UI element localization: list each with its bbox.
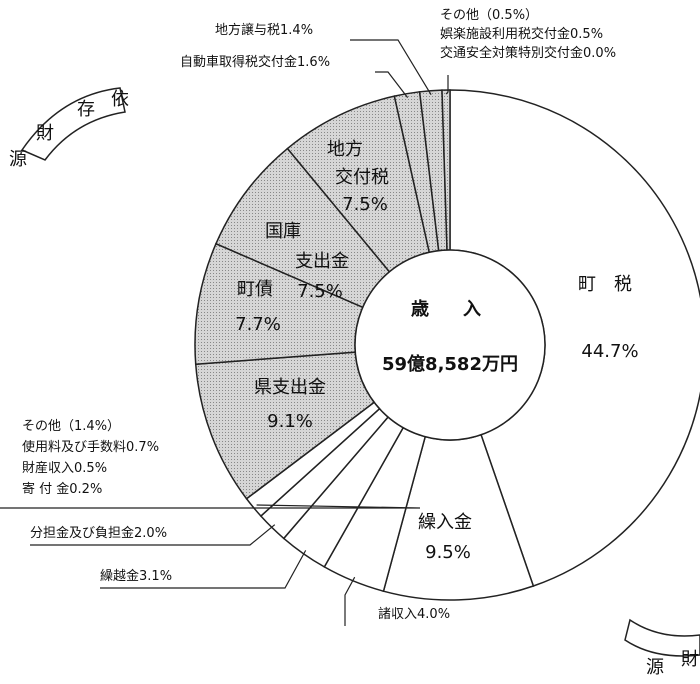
center-total: 59億8,582万円 [382, 353, 518, 375]
segment-outside-label: 地方譲与税1.4% [215, 22, 313, 38]
segment-label: 交付税 [335, 167, 389, 188]
segment-value: 7.5% [297, 281, 343, 302]
leader-line [375, 71, 409, 98]
leader-line [0, 504, 421, 509]
segment-label: 町債 [237, 279, 273, 300]
group-name: その他 [440, 8, 479, 23]
segment-value: 2.0% [134, 526, 167, 541]
segment-label: 県支出金 [254, 377, 326, 398]
arc-label-char: 財 [36, 123, 54, 144]
breakdown-name: 寄 付 金 [22, 481, 69, 497]
leader-line [30, 524, 276, 546]
center-circle [354, 249, 546, 441]
arc-label-char: 存 [77, 99, 95, 120]
segment-label: 繰入金 [418, 512, 472, 533]
segment-name: 繰越金 [100, 568, 139, 584]
segment-value: 1.6% [297, 55, 330, 70]
segment-value: 7.5% [342, 194, 388, 215]
segment-value: 3.1% [139, 569, 172, 584]
arc-bracket [20, 87, 126, 161]
arc-label-char: 財 [681, 649, 699, 670]
segment-name: 自動車取得税交付金 [180, 54, 297, 70]
breakdown-name: 財産収入 [22, 460, 74, 476]
breakdown-label: 交通安全対策特別交付金0.0% [440, 45, 616, 61]
segment-value: 9.1% [267, 411, 313, 432]
breakdown-label: 寄 付 金0.2% [22, 481, 102, 497]
breakdown-name: 交通安全対策特別交付金 [440, 45, 583, 61]
breakdown-name: 使用料及び手数料 [22, 439, 126, 455]
segment-outside-label: 繰越金3.1% [100, 568, 172, 584]
segment-value: 1.4% [280, 23, 313, 38]
group-name: その他 [22, 419, 61, 434]
group-value: （1.4%） [61, 419, 120, 434]
leader-line [100, 550, 307, 589]
segment-outside-label: 諸収入4.0% [378, 606, 450, 622]
segment-name: 分担金及び負担金 [30, 525, 134, 541]
arc-label-char: 源 [9, 149, 27, 170]
segment-label: 町 税 [578, 274, 632, 295]
group-label: その他（0.5%） [440, 8, 538, 23]
segment-value: 4.0% [417, 607, 450, 622]
breakdown-value: 0.7% [126, 440, 159, 455]
segment-label: 支出金 [295, 251, 349, 272]
arc-label-char: 源 [646, 657, 664, 678]
leader-line [350, 39, 432, 96]
center-title: 歳 入 [411, 299, 489, 320]
leader-line [344, 576, 356, 626]
breakdown-value: 0.2% [69, 482, 102, 497]
segment-value: 44.7% [581, 341, 638, 362]
segment-name: 諸収入 [378, 606, 417, 622]
segment-value: 7.7% [235, 314, 281, 335]
arc-bracket [624, 618, 700, 657]
breakdown-name: 娯楽施設利用税交付金 [440, 26, 570, 42]
segment-name: 地方譲与税 [215, 22, 280, 38]
breakdown-label: 娯楽施設利用税交付金0.5% [440, 26, 603, 42]
breakdown-label: 使用料及び手数料0.7% [22, 439, 159, 455]
segment-label: 国庫 [265, 221, 301, 242]
segment-outside-label: 分担金及び負担金2.0% [30, 525, 167, 541]
segment-outside-label: 自動車取得税交付金1.6% [180, 54, 330, 70]
breakdown-label: 財産収入0.5% [22, 460, 107, 476]
group-value: （0.5%） [479, 8, 538, 23]
breakdown-value: 0.5% [74, 461, 107, 476]
segment-value: 9.5% [425, 542, 471, 563]
segment-label: 地方 [327, 139, 363, 160]
arc-label-char: 依 [111, 89, 129, 110]
breakdown-value: 0.5% [570, 27, 603, 42]
breakdown-value: 0.0% [583, 46, 616, 61]
leader-line [445, 75, 449, 95]
group-label: その他（1.4%） [22, 419, 120, 434]
